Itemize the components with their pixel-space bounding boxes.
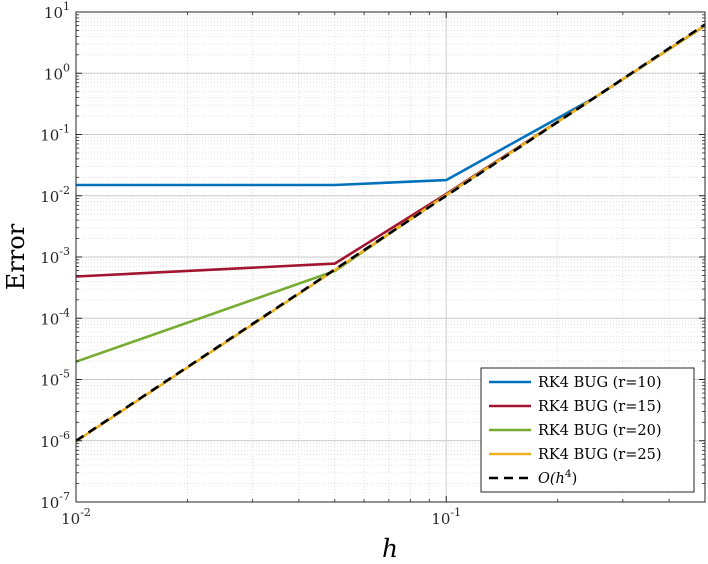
legend-label-4: RK4 BUG (r=25) (538, 447, 662, 463)
y-tick-label: 10-7 (40, 490, 70, 512)
legend-label-2: RK4 BUG (r=15) (538, 399, 662, 415)
y-tick-base: 10 (40, 127, 59, 145)
y-tick-exponent: 1 (63, 0, 70, 13)
y-axis-label: Error (2, 223, 30, 290)
legend: RK4 BUG (r=10) RK4 BUG (r=15) RK4 BUG (r=2… (480, 367, 695, 493)
legend-items: RK4 BUG (r=10) RK4 BUG (r=15) RK4 BUG (r=2… (489, 375, 662, 487)
legend-label-5: O(h4) (538, 468, 577, 487)
y-tick-label: 10-1 (40, 123, 70, 145)
y-tick-label: 10-4 (40, 306, 70, 328)
y-tick-label: 100 (44, 61, 70, 83)
axis-ticks (75, 11, 705, 503)
y-tick-label: 10-5 (40, 368, 70, 390)
legend-label-base: O(h (538, 471, 565, 487)
legend-label-1: RK4 BUG (r=10) (538, 375, 662, 391)
y-tick-base: 10 (40, 372, 59, 390)
x-tick-label: 10-2 (61, 506, 91, 528)
y-tick-label: 10-2 (40, 184, 70, 206)
y-tick-exponent: -5 (59, 368, 70, 381)
x-axis-label: h (382, 534, 398, 563)
series-lines (75, 23, 706, 443)
x-tick-base: 10 (61, 510, 80, 528)
x-tick-exponent: -2 (80, 506, 91, 519)
x-tick-exponent: -1 (450, 506, 461, 519)
y-tick-label: 10-3 (40, 245, 70, 267)
y-tick-base: 10 (44, 4, 63, 22)
y-tick-exponent: -3 (59, 245, 70, 258)
x-tick-label: 10-1 (431, 506, 461, 528)
y-tick-label: 10-6 (40, 429, 70, 451)
y-tick-exponent: 0 (63, 61, 70, 74)
y-tick-exponent: -1 (59, 123, 70, 136)
y-tick-exponent: -7 (59, 490, 70, 503)
y-tick-base: 10 (40, 249, 59, 267)
y-tick-base: 10 (44, 65, 63, 83)
y-tick-label: 101 (44, 0, 70, 22)
y-tick-exponent: -6 (59, 429, 70, 442)
x-tick-base: 10 (431, 510, 450, 528)
legend-label-3: RK4 BUG (r=20) (538, 423, 662, 439)
y-tick-exponent: -4 (59, 306, 70, 319)
y-tick-base: 10 (40, 310, 59, 328)
y-tick-base: 10 (40, 433, 59, 451)
legend-label-close: ) (572, 471, 578, 487)
y-tick-base: 10 (40, 188, 59, 206)
y-tick-exponent: -2 (59, 184, 70, 197)
tick-labels: 10-2 10-110-710-610-510-410-310-210-11001… (40, 0, 461, 528)
series-line-5 (75, 23, 706, 442)
legend-label-exponent: 4 (565, 468, 572, 480)
y-tick-base: 10 (40, 494, 59, 512)
